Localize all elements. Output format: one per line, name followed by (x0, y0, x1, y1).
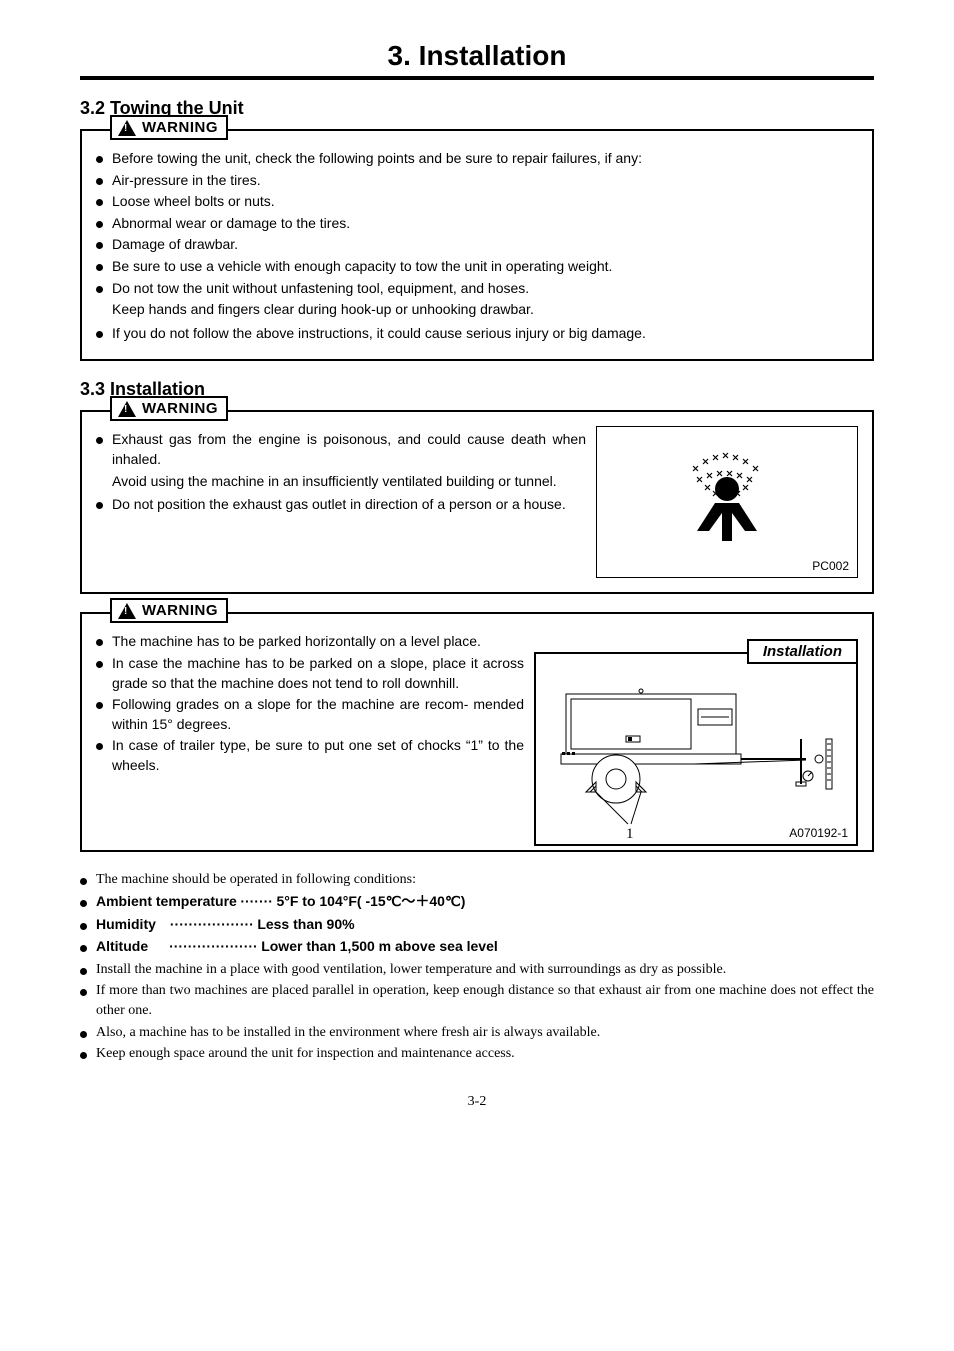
list-item: Loose wheel bolts or nuts. (96, 192, 858, 212)
warning-label-text: WARNING (142, 119, 218, 136)
title-rule (80, 76, 874, 80)
list-item: Humidity ·················· Less than 90… (80, 915, 874, 936)
figure-code: A070192-1 (789, 826, 848, 840)
cond-value: 5°F to 104°F( -15℃～＋40℃) (276, 893, 465, 909)
list-item: The machine should be operated in follow… (80, 870, 874, 890)
list-sub-line: Avoid using the machine in an insufficie… (96, 472, 586, 492)
cond-label: Altitude (96, 938, 148, 954)
page-number: 3-2 (80, 1094, 874, 1110)
warning-triangle-icon (118, 603, 136, 619)
warning-label: WARNING (110, 598, 228, 623)
warning-box-installation: WARNING The machine has to be parked hor… (80, 612, 874, 852)
cond-label: Humidity (96, 916, 156, 932)
list-item: Before towing the unit, check the follow… (96, 149, 858, 169)
list-item: Keep enough space around the unit for in… (80, 1044, 874, 1064)
list-item: If more than two machines are placed par… (80, 981, 874, 1020)
warning-box-exhaust: WARNING Exhaust gas from the engine is p… (80, 410, 874, 594)
figure-code: PC002 (812, 559, 849, 573)
cond-dots: ·················· (170, 916, 254, 932)
list-item: Ambient temperature ······· 5°F to 104°F… (80, 892, 874, 913)
warning-triangle-icon (118, 120, 136, 136)
conditions-block: The machine should be operated in follow… (80, 870, 874, 1063)
list-item: Damage of drawbar. (96, 235, 858, 255)
list-item: The machine has to be parked horizontall… (96, 632, 524, 652)
cond-label: Ambient temperature (96, 893, 237, 909)
list-item: Following grades on a slope for the mach… (96, 695, 524, 734)
figure-installation: Installation (534, 652, 858, 846)
cond-dots: ··················· (169, 938, 258, 954)
list-item: Do not position the exhaust gas outlet i… (96, 495, 586, 515)
list-item: Do not tow the unit without unfastening … (96, 279, 858, 299)
list-sub-line: Keep hands and fingers clear during hook… (96, 300, 858, 320)
chapter-title: 3. Installation (80, 40, 874, 72)
figure-exhaust: PC002 (596, 426, 858, 578)
cond-value: Less than 90% (257, 916, 354, 932)
figure-title-tab: Installation (747, 639, 858, 664)
cond-dots: ······· (240, 893, 273, 909)
exhaust-person-icon (627, 431, 827, 551)
warning-box-towing: WARNING Before towing the unit, check th… (80, 129, 874, 361)
cond-value: Lower than 1,500 m above sea level (261, 938, 498, 954)
list-item: Be sure to use a vehicle with enough cap… (96, 257, 858, 277)
figure-marker-1: 1 (626, 826, 634, 842)
list-item: In case the machine has to be parked on … (96, 654, 524, 693)
list-item: Altitude ··················· Lower than … (80, 937, 874, 958)
list-item: Also, a machine has to be installed in t… (80, 1023, 874, 1043)
warning-label-text: WARNING (142, 400, 218, 417)
warning-triangle-icon (118, 401, 136, 417)
warning-label-text: WARNING (142, 602, 218, 619)
warning-label: WARNING (110, 396, 228, 421)
trailer-icon: 1 (546, 664, 846, 844)
list-item: In case of trailer type, be sure to put … (96, 736, 524, 775)
list-item: Abnormal wear or damage to the tires. (96, 214, 858, 234)
list-item: Install the machine in a place with good… (80, 960, 874, 980)
warning-label: WARNING (110, 115, 228, 140)
list-item: If you do not follow the above instructi… (96, 324, 858, 344)
list-item: Exhaust gas from the engine is poisonous… (96, 430, 586, 469)
list-item: Air-pressure in the tires. (96, 171, 858, 191)
